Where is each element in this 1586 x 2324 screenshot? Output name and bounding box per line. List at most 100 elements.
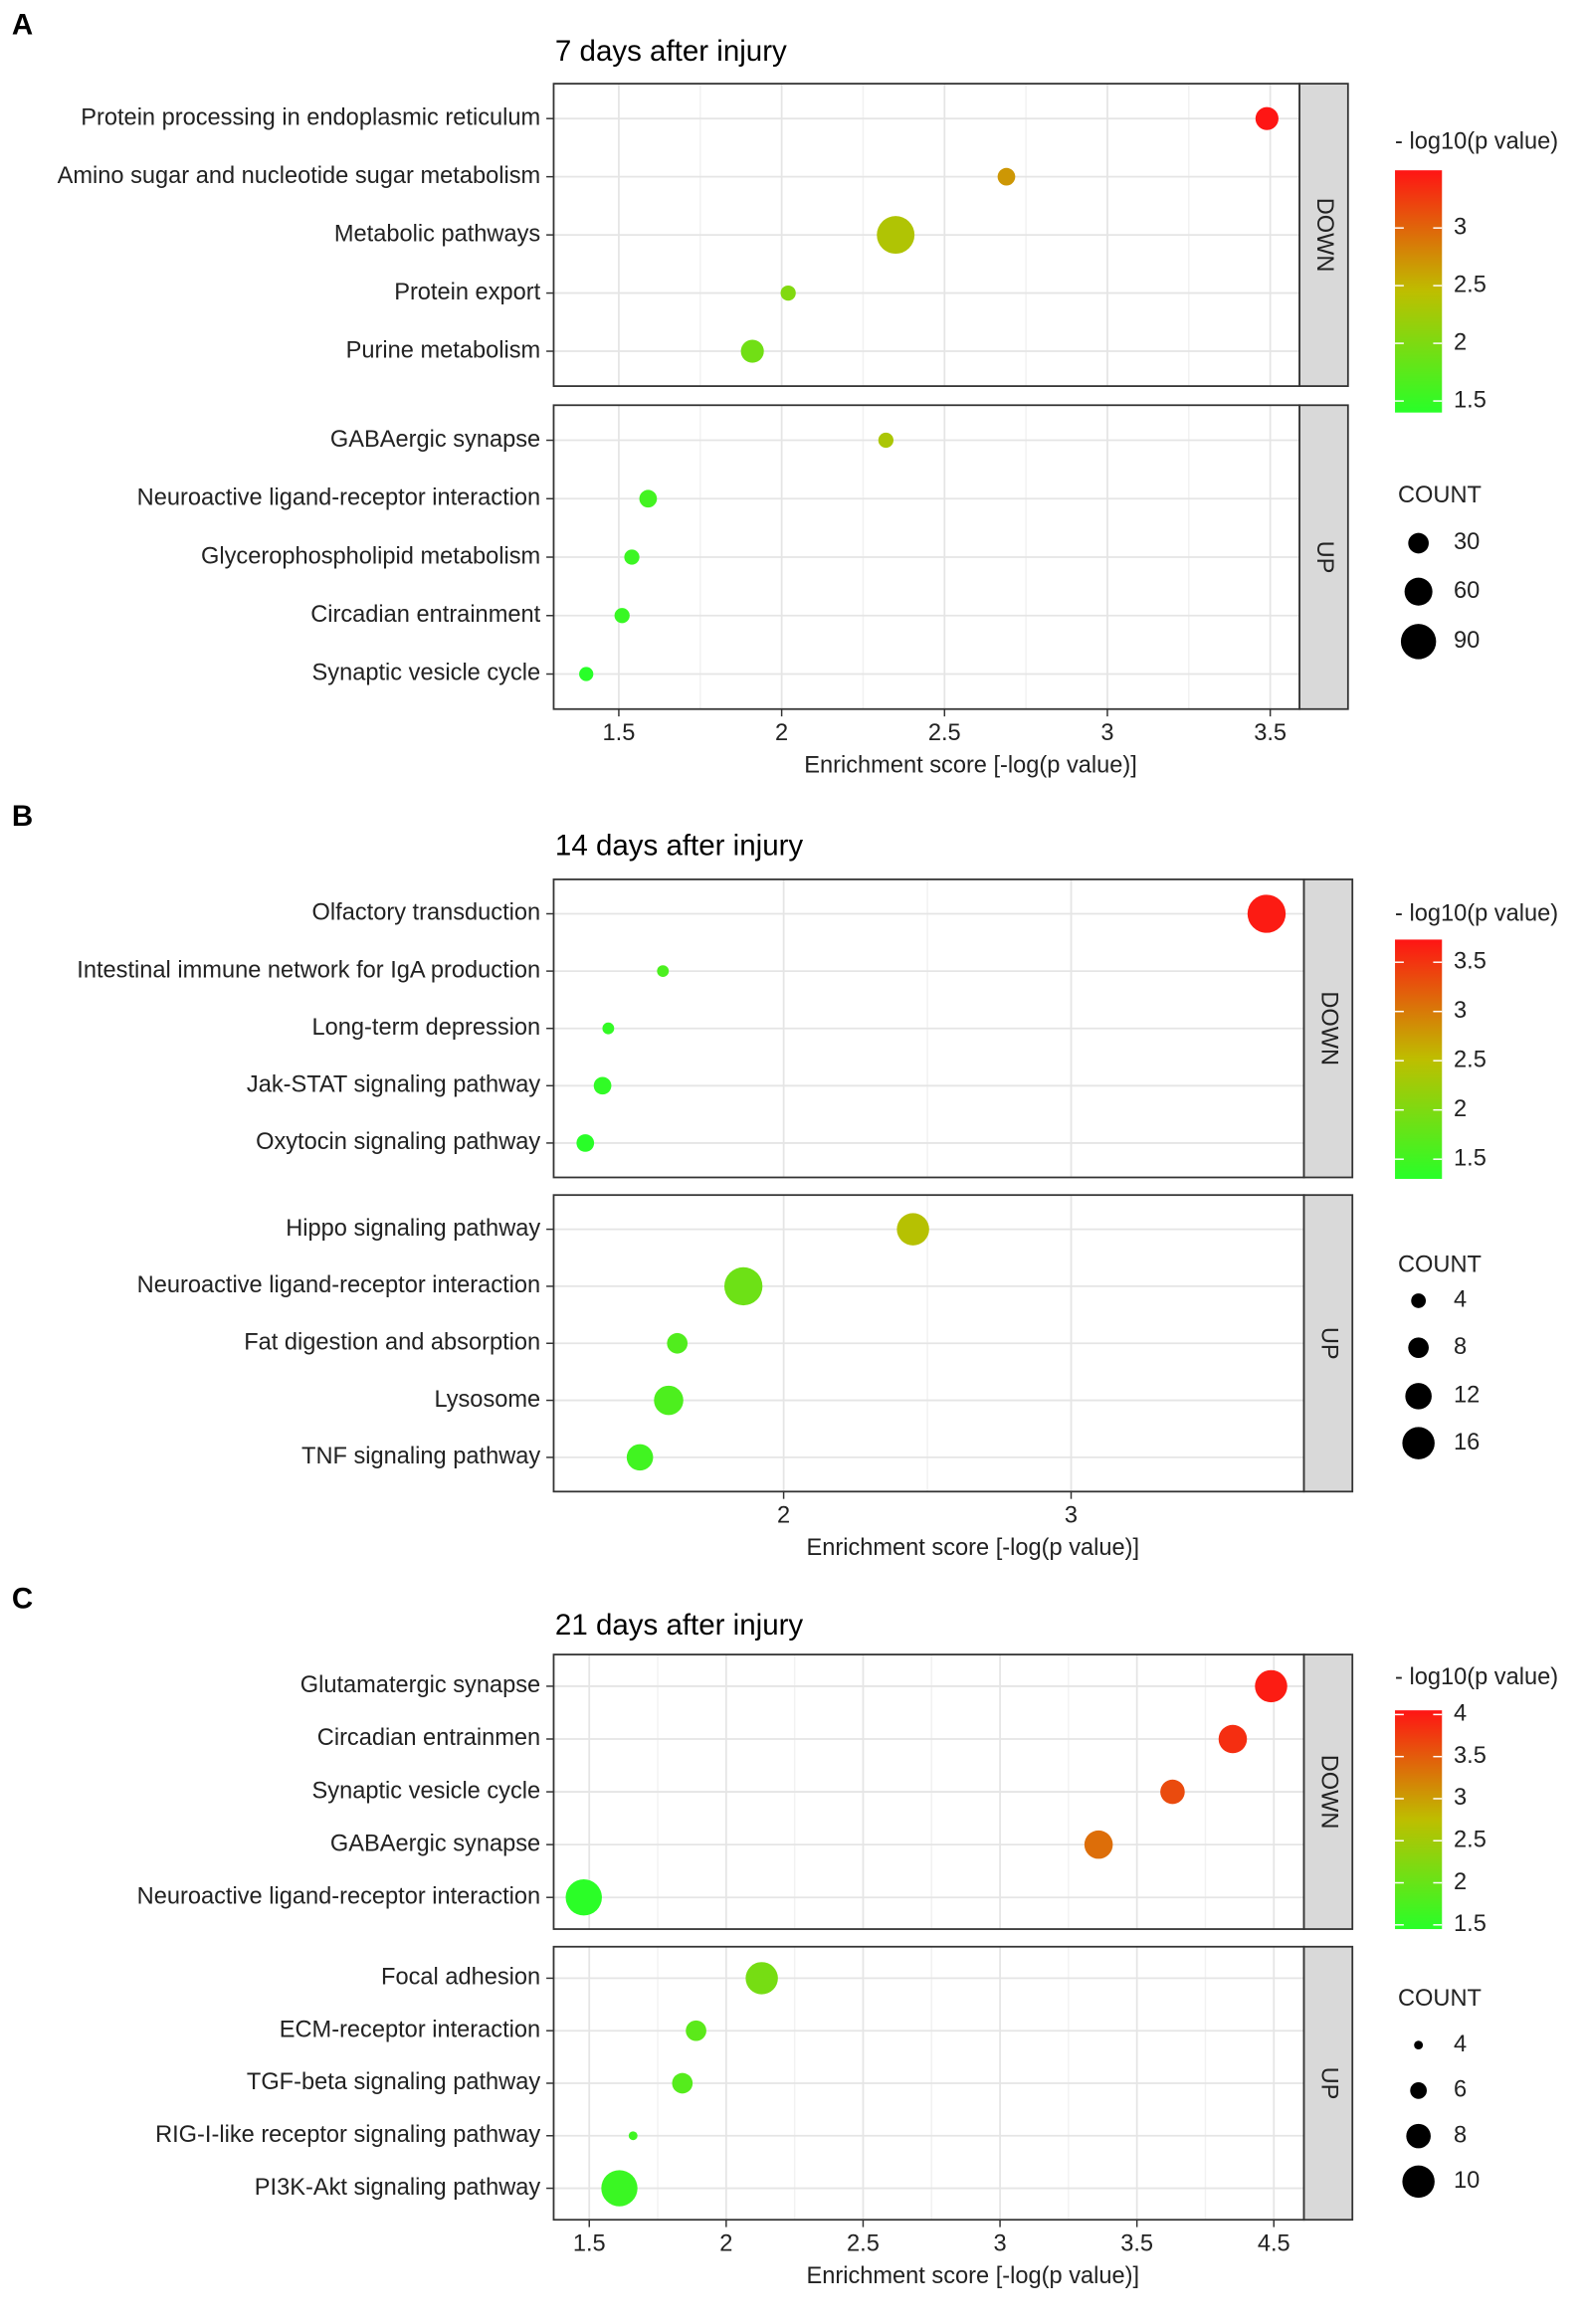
panel-label: B (12, 800, 33, 833)
y-tick-label: Neuroactive ligand-receptor interaction (137, 485, 541, 511)
y-tick-label: Glycerophospholipid metabolism (201, 543, 540, 569)
x-tick-label: 2 (719, 2231, 732, 2257)
colorbar-label: 4 (1454, 1701, 1467, 1727)
bubble (686, 2020, 706, 2041)
size-legend-key (1405, 1383, 1432, 1410)
size-legend-title: COUNT (1398, 1986, 1482, 2012)
x-tick-label: 3 (1065, 1503, 1078, 1529)
y-tick-label: Circadian entrainmen (317, 1725, 540, 1751)
size-legend-label: 30 (1454, 529, 1480, 555)
bubble (896, 1213, 929, 1246)
y-tick-label: Neuroactive ligand-receptor interaction (137, 1883, 541, 1909)
strip (1302, 878, 1354, 1179)
x-axis-title: Enrichment score [-log(p value)] (804, 753, 1137, 779)
color-legend-title: - log10(p value) (1395, 1664, 1558, 1690)
bubble (626, 1444, 654, 1471)
bubble (780, 285, 796, 301)
colorbar-label: 1.5 (1454, 387, 1487, 413)
y-tick-label: TNF signaling pathway (301, 1444, 540, 1469)
colorbar-label: 2 (1454, 1869, 1467, 1895)
y-tick-label: Synaptic vesicle cycle (312, 1778, 541, 1804)
bubble (745, 1962, 778, 1995)
panel-label: A (12, 8, 33, 41)
color-legend-title: - log10(p value) (1395, 128, 1558, 154)
bubble (628, 2131, 638, 2141)
x-tick-label: 2 (775, 720, 788, 746)
bubble (624, 549, 640, 565)
x-axis-title: Enrichment score [-log(p value)] (806, 1535, 1139, 1561)
y-tick-label: RIG-I-like receptor signaling pathway (155, 2122, 540, 2148)
size-legend-title: COUNT (1398, 1252, 1482, 1277)
size-legend-key (1406, 2123, 1431, 2149)
bubble (601, 2170, 638, 2207)
panel-label: C (12, 1582, 33, 1615)
colorbar-label: 2.5 (1454, 272, 1487, 297)
size-legend-label: 6 (1454, 2077, 1467, 2103)
colorbar-label: 1.5 (1454, 1145, 1487, 1171)
y-tick-label: Metabolic pathways (334, 221, 540, 247)
strip (1298, 83, 1349, 387)
colorbar (1395, 170, 1443, 413)
colorbar-label: 3 (1454, 998, 1467, 1024)
strip-label: UP (1316, 1327, 1342, 1360)
bubble (1084, 1830, 1113, 1859)
x-tick-label: 3.5 (1120, 2231, 1153, 2257)
y-tick-label: Intestinal immune network for IgA produc… (77, 957, 540, 983)
y-tick-label: Long-term depression (312, 1015, 541, 1041)
strip (1302, 1945, 1354, 2222)
x-tick-label: 2.5 (928, 720, 961, 746)
x-tick-label: 3 (1100, 720, 1113, 746)
y-tick-label: Protein processing in endoplasmic reticu… (81, 104, 540, 130)
size-legend-key (1414, 2040, 1424, 2050)
bubble (565, 1879, 602, 1916)
size-legend-label: 8 (1454, 1334, 1467, 1360)
y-tick-label: Protein export (394, 280, 540, 305)
bubble (997, 167, 1016, 186)
y-tick-label: Fat digestion and absorption (244, 1329, 540, 1355)
bubble (877, 216, 915, 255)
color-legend-title: - log10(p value) (1395, 901, 1558, 927)
colorbar-label: 2 (1454, 1096, 1467, 1122)
x-tick-label: 3.5 (1254, 720, 1287, 746)
bubble (593, 1076, 612, 1095)
strip-label: UP (1316, 2067, 1342, 2100)
colorbar-label: 2 (1454, 329, 1467, 355)
bubble (1218, 1724, 1248, 1754)
bubble (654, 1385, 684, 1416)
y-tick-label: Lysosome (434, 1387, 540, 1413)
chart-title: 14 days after injury (555, 829, 803, 862)
y-tick-label: Synaptic vesicle cycle (312, 661, 541, 686)
x-tick-label: 4.5 (1258, 2231, 1290, 2257)
bubble (723, 1266, 763, 1306)
colorbar (1395, 1710, 1443, 1930)
y-tick-label: ECM-receptor interaction (280, 2017, 540, 2042)
bubble (602, 1022, 615, 1035)
x-axis-title: Enrichment score [-log(p value)] (806, 2263, 1139, 2289)
strip-label: DOWN (1316, 991, 1342, 1065)
size-legend-key (1402, 1427, 1435, 1459)
x-tick-label: 1.5 (603, 720, 636, 746)
strip-label: DOWN (1316, 1755, 1342, 1830)
size-legend-key (1411, 1293, 1427, 1308)
size-legend-key (1400, 624, 1437, 660)
bubble (878, 432, 893, 449)
y-tick-label: Neuroactive ligand-receptor interaction (137, 1272, 541, 1298)
size-legend-label: 12 (1454, 1383, 1480, 1409)
chart-title: 21 days after injury (555, 1609, 803, 1642)
chart-title: 7 days after injury (555, 35, 787, 68)
x-tick-label: 1.5 (573, 2231, 606, 2257)
colorbar (1395, 939, 1443, 1179)
size-legend-key (1404, 577, 1433, 606)
colorbar-label: 3.5 (1454, 948, 1487, 974)
strip-label: UP (1311, 541, 1337, 574)
strip (1302, 1194, 1354, 1493)
colorbar-label: 3.5 (1454, 1743, 1487, 1769)
y-tick-label: GABAergic synapse (330, 427, 540, 453)
bubble (1255, 1669, 1288, 1703)
size-legend-label: 8 (1454, 2122, 1467, 2148)
y-tick-label: Focal adhesion (381, 1965, 540, 1991)
colorbar-label: 2.5 (1454, 1047, 1487, 1072)
bubble (667, 1332, 689, 1354)
strip (1298, 404, 1349, 710)
